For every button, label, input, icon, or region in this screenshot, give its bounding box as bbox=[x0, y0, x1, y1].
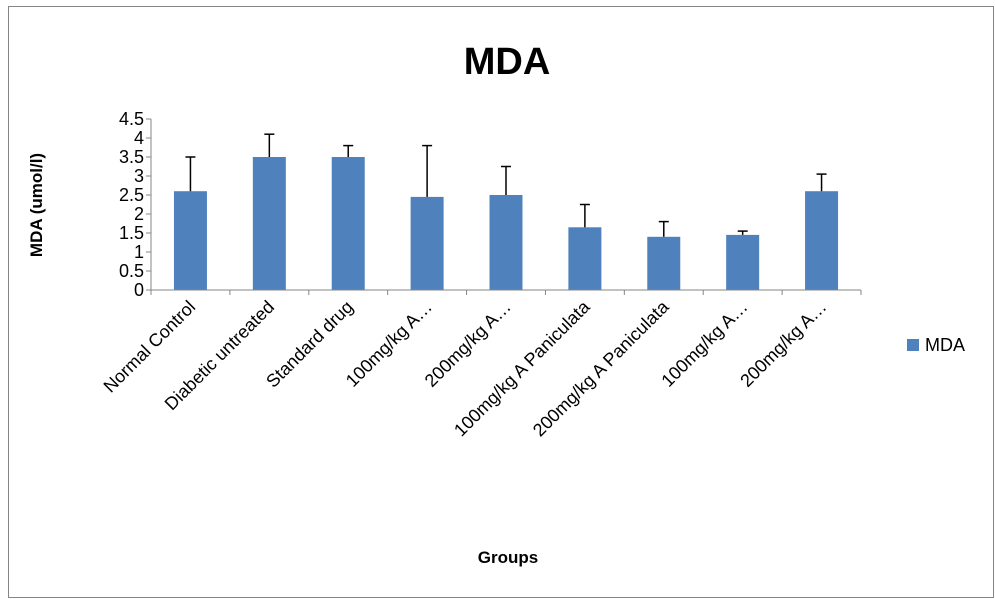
chart-frame bbox=[8, 6, 994, 598]
bar bbox=[568, 227, 602, 290]
x-axis-title: Groups bbox=[478, 548, 538, 567]
axes bbox=[150, 119, 862, 295]
bars bbox=[173, 157, 839, 290]
chart-title: MDA bbox=[464, 41, 551, 83]
bar bbox=[805, 191, 839, 290]
bar bbox=[726, 234, 760, 290]
y-axis-title: MDA (umol/l) bbox=[27, 153, 46, 257]
legend: MDA bbox=[907, 335, 965, 355]
y-tick-label: 1.5 bbox=[119, 223, 144, 243]
y-tick-label: 2 bbox=[134, 204, 144, 224]
bar bbox=[489, 195, 523, 290]
legend-label: MDA bbox=[925, 335, 965, 355]
x-category-label: 100mg/kg A Paniculata bbox=[450, 296, 594, 440]
bar bbox=[252, 157, 286, 290]
y-tick-label: 0 bbox=[134, 280, 144, 300]
y-tick-label: 1 bbox=[134, 242, 144, 262]
y-tick-label: 3 bbox=[134, 166, 144, 186]
y-axis-ticks: 00.511.522.533.544.5 bbox=[119, 109, 151, 300]
y-tick-label: 4 bbox=[134, 128, 144, 148]
bar bbox=[173, 191, 207, 290]
x-category-label: 200mg/kg A Paniculata bbox=[529, 296, 673, 440]
y-tick-label: 0.5 bbox=[119, 261, 144, 281]
error-bars bbox=[185, 133, 827, 237]
bar bbox=[331, 157, 365, 290]
y-tick-label: 2.5 bbox=[119, 185, 144, 205]
bar bbox=[410, 196, 444, 290]
y-tick-label: 4.5 bbox=[119, 109, 144, 129]
legend-swatch bbox=[907, 339, 919, 351]
bar bbox=[647, 236, 681, 290]
y-tick-label: 3.5 bbox=[119, 147, 144, 167]
